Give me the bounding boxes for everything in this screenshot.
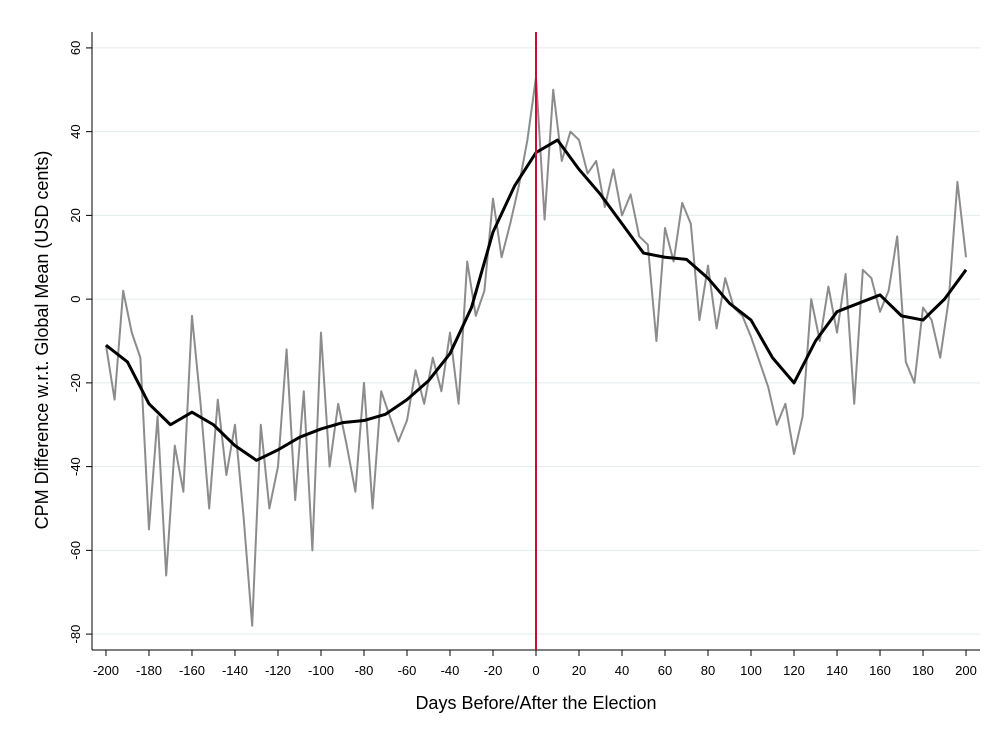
y-tick-label: -40 [68, 457, 83, 476]
x-tick-label: 160 [869, 663, 891, 678]
y-tick-label: -20 [68, 373, 83, 392]
x-tick-label: -100 [308, 663, 334, 678]
y-axis-label: CPM Difference w.r.t. Global Mean (USD c… [32, 151, 52, 530]
x-tick-label: 120 [783, 663, 805, 678]
x-axis-label: Days Before/After the Election [415, 693, 656, 713]
x-tick-label: -140 [222, 663, 248, 678]
x-tick-label: -60 [398, 663, 417, 678]
x-tick-label: 40 [615, 663, 629, 678]
x-tick-label: -120 [265, 663, 291, 678]
x-tick-label: 200 [955, 663, 977, 678]
x-tick-label: -180 [136, 663, 162, 678]
x-tick-label: -80 [355, 663, 374, 678]
x-tick-label: -40 [441, 663, 460, 678]
x-tick-label: 140 [826, 663, 848, 678]
y-tick-label: -60 [68, 541, 83, 560]
x-tick-label: 100 [740, 663, 762, 678]
x-tick-label: -20 [484, 663, 503, 678]
x-tick-label: 20 [572, 663, 586, 678]
y-tick-label: 40 [68, 124, 83, 138]
x-tick-label: -160 [179, 663, 205, 678]
x-tick-label: 80 [701, 663, 715, 678]
y-tick-label: -80 [68, 625, 83, 644]
x-tick-label: 60 [658, 663, 672, 678]
x-tick-label: -200 [93, 663, 119, 678]
y-tick-label: 0 [68, 296, 83, 303]
y-tick-label: 20 [68, 208, 83, 222]
y-tick-label: 60 [68, 41, 83, 55]
x-tick-label: 0 [532, 663, 539, 678]
x-tick-label: 180 [912, 663, 934, 678]
